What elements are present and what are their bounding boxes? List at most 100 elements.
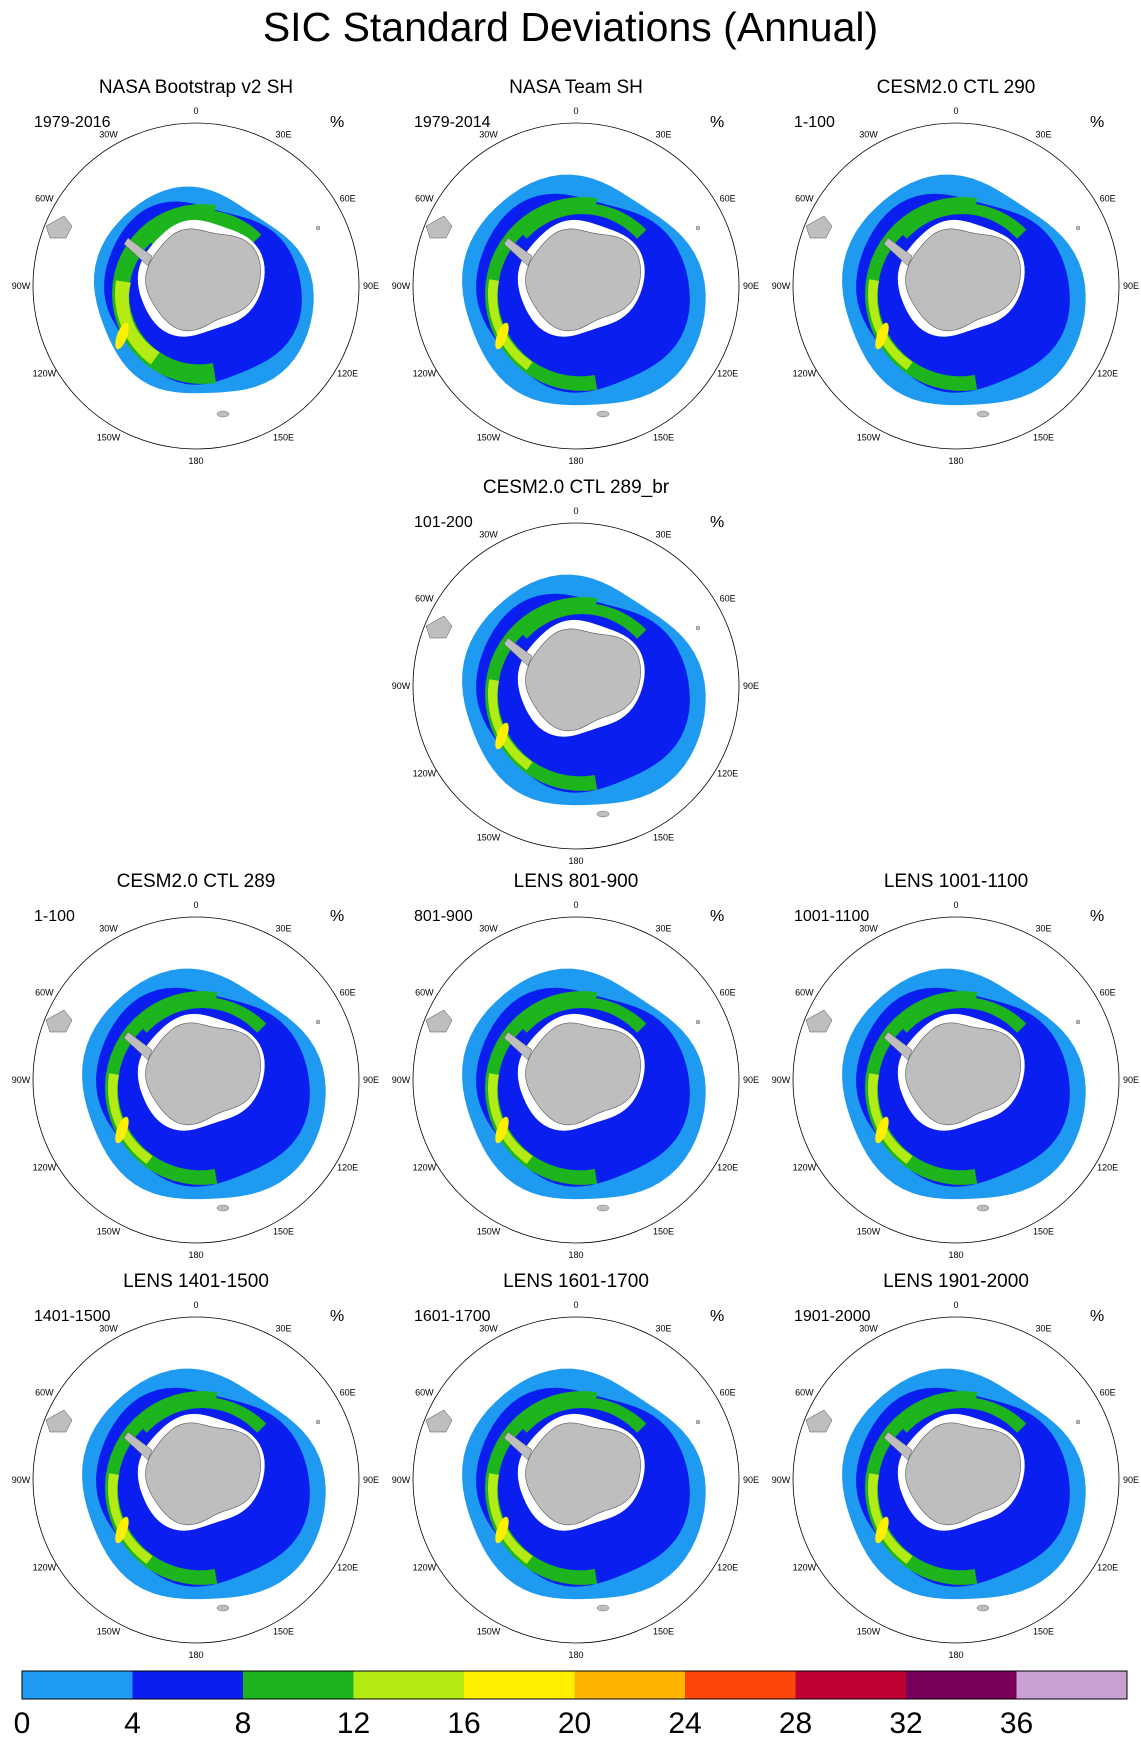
panel-title: NASA Team SH	[509, 77, 643, 98]
island-land	[216, 1204, 230, 1212]
antarctica-land	[905, 1022, 1021, 1126]
sic-band-8-12	[137, 1397, 267, 1433]
meridian-label: 90E	[1123, 281, 1139, 291]
sic-band-16-20	[115, 322, 129, 350]
sic-band-12-16	[108, 1073, 153, 1164]
panel-period: 1001-1100	[794, 908, 869, 925]
meridian-label: 30E	[655, 1323, 671, 1333]
south-america-land	[45, 1009, 73, 1033]
panel-units: %	[1090, 114, 1104, 131]
meridian-label: 60E	[720, 1388, 736, 1398]
peninsula-land	[123, 1431, 153, 1461]
sic-band-12-16	[488, 1073, 533, 1164]
sic-band-12-16	[868, 1473, 913, 1564]
meridian-label: 60W	[35, 988, 54, 998]
island-land	[315, 1419, 321, 1425]
colorbar-label: 36	[1000, 1707, 1033, 1738]
meridian-label: 60W	[795, 194, 814, 204]
sic-band-16-20	[115, 1516, 129, 1544]
sic-band-16-20	[875, 322, 889, 350]
meridian-label: 150W	[857, 1227, 881, 1237]
meridian-label: 90E	[743, 681, 759, 691]
map-panel: 0 30E 60E 90E 120E 150E 180 150W 120W 90W 60W 30W LE…	[392, 871, 759, 1260]
panel-title: LENS 1901-2000	[883, 1271, 1029, 1292]
panel-period: 1901-2000	[794, 1308, 871, 1325]
sic-band-16-20	[875, 1116, 889, 1144]
meridian-label: 120E	[717, 769, 738, 779]
peninsula-land	[503, 1431, 533, 1461]
map-boundary	[792, 1316, 1120, 1644]
meridian-label: 30E	[275, 923, 291, 933]
island-land	[216, 410, 230, 418]
meridian-label: 120E	[717, 1563, 738, 1573]
panel-title: LENS 801-900	[514, 871, 639, 892]
map-boundary	[32, 1316, 360, 1644]
sic-band-12-16	[108, 1473, 153, 1564]
map-boundary	[412, 1316, 740, 1644]
map-panel: 0 30E 60E 90E 120E 150E 180 150W 120W 90W 60W 30W CE…	[12, 871, 379, 1260]
meridian-label: 150E	[1033, 433, 1054, 443]
meridian-label: 120W	[413, 369, 437, 379]
peninsula-land	[883, 1431, 913, 1461]
meridian-label: 60W	[415, 988, 434, 998]
meridian-label: 180	[948, 1250, 963, 1260]
colorbar-label: 20	[558, 1707, 591, 1738]
meridian-label: 0	[953, 900, 958, 910]
sic-band-12-16	[488, 679, 533, 770]
meridian-label: 150W	[97, 433, 121, 443]
sic-band-8-12	[897, 997, 1027, 1033]
meridian-label: 120W	[33, 369, 57, 379]
meridian-label: 150W	[857, 1627, 881, 1637]
meridian-label: 120E	[337, 1563, 358, 1573]
meridian-label: 0	[193, 1300, 198, 1310]
island-land	[216, 1604, 230, 1612]
meridian-label: 180	[568, 1250, 583, 1260]
map-boundary	[412, 122, 740, 450]
meridian-label: 90E	[1123, 1075, 1139, 1085]
meridian-label: 120E	[1097, 1563, 1118, 1573]
panel-units: %	[710, 1308, 724, 1325]
meridian-label: 90E	[1123, 1475, 1139, 1485]
antarctica-land	[525, 228, 641, 332]
panel-units: %	[330, 114, 344, 131]
meridian-label: 60E	[1100, 1388, 1116, 1398]
colorbar-swatch	[22, 1671, 133, 1699]
map-panel: 0 30E 60E 90E 120E 150E 180 150W 120W 90W 60W 30W LE…	[12, 1271, 379, 1660]
meridian-label: 90E	[363, 1075, 379, 1085]
meridian-label: 150E	[1033, 1227, 1054, 1237]
meridian-label: 90E	[363, 1475, 379, 1485]
meridian-label: 90E	[363, 281, 379, 291]
meridian-label: 90W	[392, 281, 411, 291]
meridian-label: 30W	[479, 129, 498, 139]
sic-band-8-12	[517, 603, 647, 639]
meridian-label: 0	[193, 106, 198, 116]
meridian-label: 120W	[413, 1163, 437, 1173]
panel-units: %	[1090, 908, 1104, 925]
antarctica-land	[145, 1422, 261, 1526]
meridian-label: 90W	[12, 1075, 31, 1085]
sic-band-12-16	[868, 279, 913, 370]
map-boundary	[32, 916, 360, 1244]
meridian-label: 90E	[743, 1075, 759, 1085]
island-land	[1075, 225, 1081, 231]
panel-title: CESM2.0 CTL 290	[877, 77, 1036, 98]
meridian-label: 30W	[479, 923, 498, 933]
antarctica-land	[145, 1022, 261, 1126]
island-land	[315, 225, 321, 231]
meridian-label: 120E	[337, 369, 358, 379]
island-land	[695, 1019, 701, 1025]
meridian-label: 90W	[392, 1475, 411, 1485]
south-america-land	[805, 1009, 833, 1033]
peninsula-land	[883, 237, 913, 267]
map-panel: 0 30E 60E 90E 120E 150E 180 150W 120W 90W 60W 30W LE…	[772, 871, 1139, 1260]
meridian-label: 30E	[275, 129, 291, 139]
colorbar-swatch	[685, 1671, 796, 1699]
colorbar-label: 32	[889, 1707, 922, 1738]
colorbar-swatch	[1016, 1671, 1127, 1699]
meridian-label: 180	[568, 456, 583, 466]
meridian-label: 120W	[413, 1563, 437, 1573]
meridian-label: 90W	[772, 1075, 791, 1085]
map-boundary	[792, 122, 1120, 450]
map-boundary	[32, 122, 360, 450]
meridian-label: 180	[188, 1250, 203, 1260]
